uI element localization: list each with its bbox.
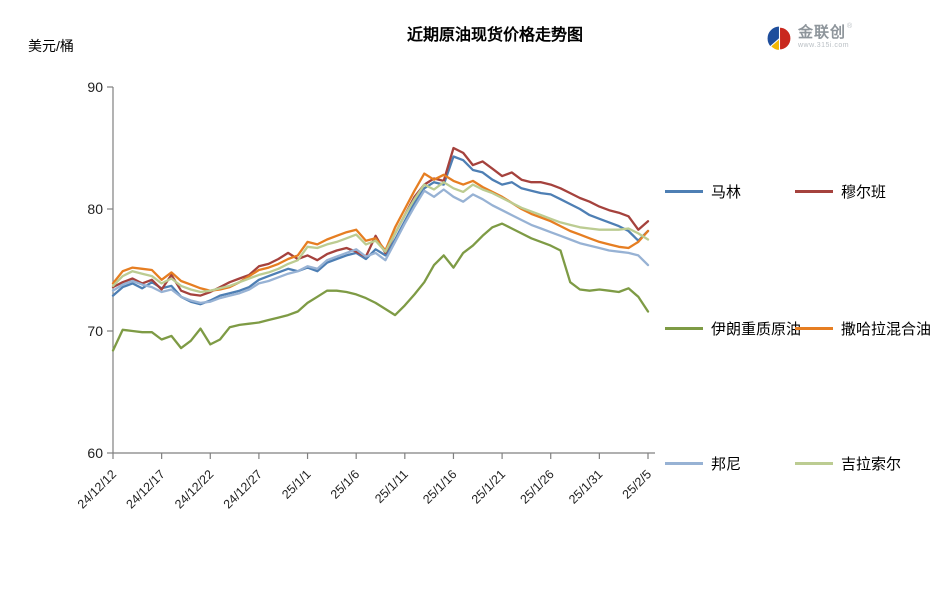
y-tick-label: 80	[87, 201, 103, 217]
jlc-logo-text: 金联创 ® www.315i.com	[798, 23, 853, 49]
legend-swatch-murban	[795, 189, 833, 193]
x-tick-label: 25/1/6	[328, 467, 363, 502]
legend-label-malin: 马林	[711, 183, 742, 201]
x-tick-label: 25/1/31	[566, 467, 605, 506]
jlc-logo-icon	[766, 25, 792, 52]
x-tick-label: 25/1/11	[372, 467, 411, 506]
legend-swatch-sahara-blend	[795, 326, 833, 330]
x-tick-label: 24/12/22	[172, 467, 216, 511]
x-tick-label: 24/12/12	[75, 467, 119, 511]
y-tick-label: 60	[87, 445, 103, 461]
legend-item-iran-heavy: 伊朗重质原油	[665, 319, 802, 338]
legend-label-iran-heavy: 伊朗重质原油	[711, 320, 802, 338]
legend-item-murban: 穆尔班	[795, 182, 887, 201]
y-axis-unit-label: 美元/桶	[28, 38, 74, 54]
legend-swatch-malin	[665, 189, 703, 193]
series-line-3	[111, 172, 650, 292]
legend-item-girassol: 吉拉索尔	[795, 454, 902, 473]
series-line-2	[111, 222, 650, 352]
legend-label-girassol: 吉拉索尔	[841, 455, 902, 473]
x-tick-label: 25/1/16	[420, 467, 459, 506]
jlc-brand-name: 金联创	[798, 24, 847, 41]
jlc-logo: 金联创 ® www.315i.com	[766, 23, 853, 52]
series-line-5	[111, 181, 650, 294]
legend-swatch-bonny	[665, 461, 703, 465]
x-tick-label: 25/1/21	[469, 467, 508, 506]
legend-label-bonny: 邦尼	[711, 455, 742, 473]
jlc-logo-url: www.315i.com	[798, 41, 850, 49]
x-tick-label: 25/1/1	[279, 467, 314, 502]
y-tick-label: 90	[87, 79, 103, 95]
y-tick-label: 70	[87, 323, 103, 339]
legend-item-malin: 马林	[665, 182, 742, 201]
x-tick-label: 25/2/5	[620, 467, 655, 502]
x-tick-label: 24/12/27	[221, 467, 265, 511]
legend-label-sahara-blend: 撒哈拉混合油	[841, 320, 932, 338]
x-tick-label: 25/1/26	[517, 467, 556, 506]
legend-swatch-girassol	[795, 461, 833, 465]
legend-item-bonny: 邦尼	[665, 454, 742, 473]
series-line-4	[111, 188, 650, 305]
registered-mark: ®	[847, 23, 853, 30]
legend-label-murban: 穆尔班	[841, 183, 887, 201]
legend-item-sahara-blend: 撒哈拉混合油	[795, 319, 932, 338]
x-tick-label: 24/12/17	[123, 467, 167, 511]
legend-swatch-iran-heavy	[665, 326, 703, 330]
chart-title: 近期原油现货价格走势图	[406, 27, 583, 44]
